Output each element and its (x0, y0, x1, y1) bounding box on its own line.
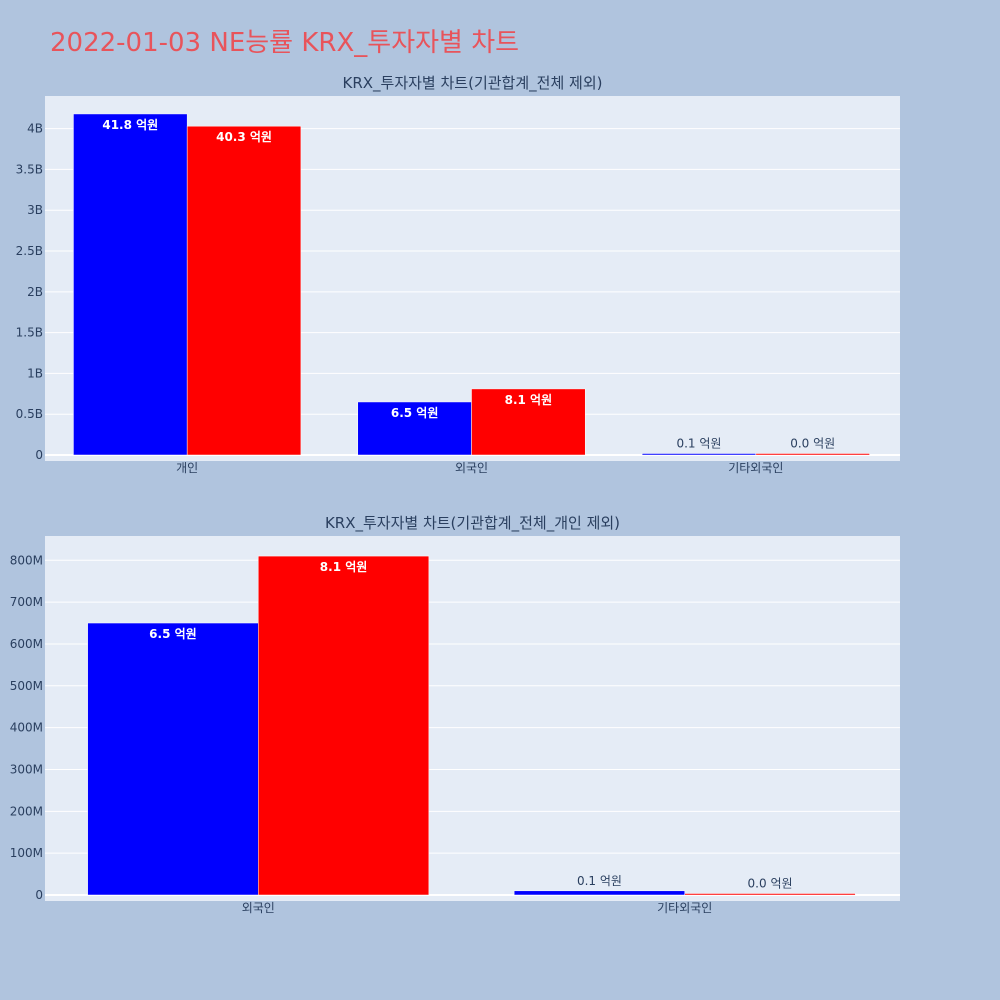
top-chart-panel: KRX_투자자별 차트(기관합계_전체 제외) 0 0.5B 1B 1.5B 2B 2.5B… (0, 70, 1000, 480)
y-tick-label: 1B (27, 366, 43, 380)
y-tick-label: 4B (27, 122, 43, 136)
x-tick-label: 외국인 (242, 901, 275, 915)
y-tick-label: 0 (35, 888, 43, 902)
bar (87, 622, 259, 896)
y-tick-label: 2.5B (16, 244, 43, 258)
data-label: 41.8 억원 (102, 118, 158, 132)
y-tick-label: 0 (35, 448, 43, 462)
x-tick-label: 외국인 (455, 461, 488, 475)
bar (186, 125, 302, 456)
y-tick-label: 100M (10, 846, 43, 860)
data-label: 0.0 억원 (748, 877, 793, 891)
y-tick-label: 2B (27, 285, 43, 299)
chart-investor-excl-individual: KRX_투자자별 차트(기관합계_전체_개인 제외) 0 100M 200M 300M 4… (10, 514, 900, 915)
bar (513, 890, 686, 896)
bar (258, 555, 430, 896)
y-tick-label: 0.5B (16, 407, 43, 421)
data-label: 0.1 억원 (676, 437, 721, 451)
chart-title: KRX_투자자별 차트(기관합계_전체_개인 제외) (325, 514, 620, 533)
chart-title: KRX_투자자별 차트(기관합계_전체 제외) (343, 74, 603, 93)
x-tick-label: 기타외국인 (728, 461, 783, 475)
y-tick-label: 500M (10, 679, 43, 693)
data-label: 0.0 억원 (790, 437, 835, 451)
data-label: 6.5 억원 (149, 627, 197, 641)
y-tick-label: 1.5B (16, 326, 43, 340)
bar (73, 113, 188, 456)
data-label: 8.1 억원 (505, 393, 553, 407)
y-tick-label: 800M (10, 553, 43, 567)
y-tick-label: 400M (10, 721, 43, 735)
page-title: 2022-01-03 NE능률 KRX_투자자별 차트 (50, 28, 520, 58)
bar (357, 401, 472, 456)
y-tick-label: 200M (10, 804, 43, 818)
y-tick-label: 600M (10, 637, 43, 651)
x-tick-label: 개인 (176, 461, 198, 475)
y-tick-label: 3.5B (16, 162, 43, 176)
y-tick-label: 700M (10, 595, 43, 609)
y-tick-label: 3B (27, 203, 43, 217)
bottom-chart-panel: KRX_투자자별 차트(기관합계_전체_개인 제외) 0 100M 200M 300M 4… (0, 510, 1000, 930)
data-label: 0.1 억원 (577, 874, 622, 888)
bar (755, 453, 870, 456)
bar (641, 453, 757, 456)
data-label: 40.3 억원 (216, 130, 272, 144)
chart-investor-all: KRX_투자자별 차트(기관합계_전체 제외) 0 0.5B 1B 1.5B 2B 2.5B… (16, 74, 900, 475)
bar (471, 388, 586, 456)
data-label: 6.5 억원 (391, 406, 439, 420)
bar (684, 893, 856, 896)
y-tick-label: 300M (10, 762, 43, 776)
data-label: 8.1 억원 (320, 560, 368, 574)
x-tick-label: 기타외국인 (657, 901, 712, 915)
